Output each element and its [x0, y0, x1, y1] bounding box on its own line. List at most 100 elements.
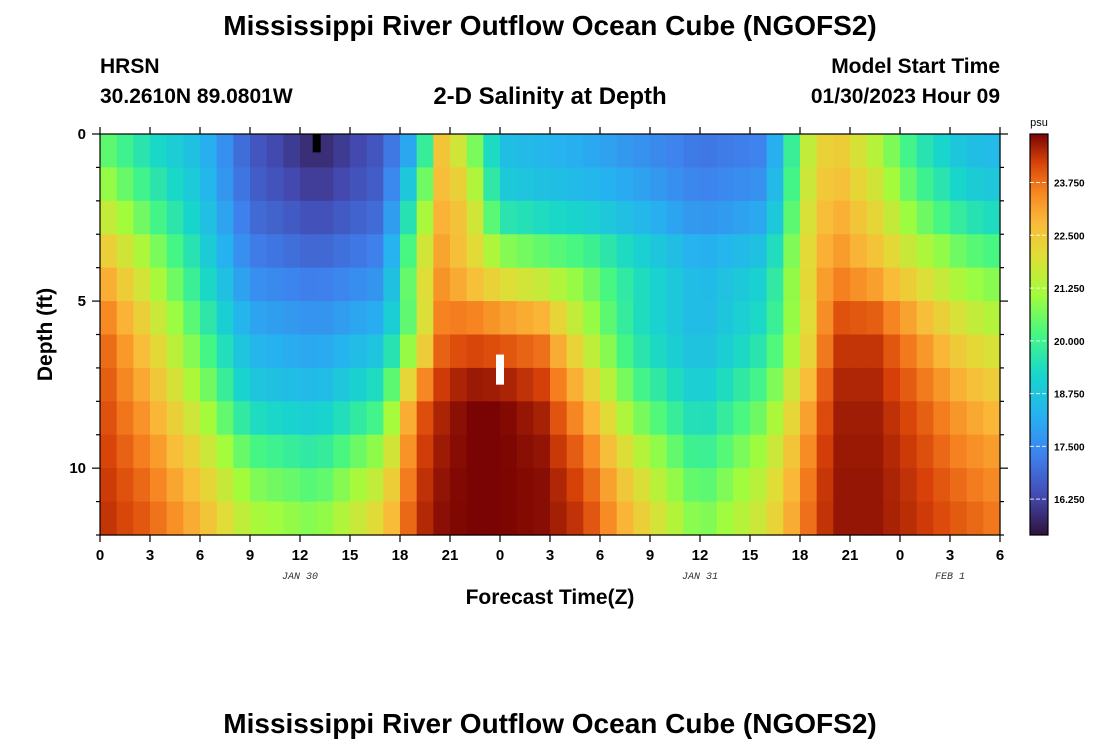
heatmap-cell	[966, 200, 984, 235]
heatmap-cell	[450, 367, 468, 402]
heatmap-cell	[183, 200, 201, 235]
heatmap-cell	[583, 434, 601, 469]
heatmap-cell	[633, 200, 651, 235]
heatmap-cell	[600, 367, 618, 402]
heatmap-cell	[783, 434, 801, 469]
x-tick-label: 12	[692, 547, 709, 564]
heatmap-cell	[500, 468, 518, 503]
heatmap-cell	[750, 501, 768, 536]
heatmap-cell	[100, 468, 118, 503]
heatmap-cell	[233, 267, 251, 302]
heatmap-cell	[366, 301, 384, 336]
heatmap-cell	[650, 234, 668, 269]
heatmap-cell	[283, 167, 301, 202]
heatmap-cell	[500, 200, 518, 235]
heatmap-cell	[466, 267, 484, 302]
heatmap-cell	[116, 334, 134, 369]
heatmap-cell	[566, 301, 584, 336]
heatmap-cell	[300, 167, 318, 202]
heatmap-cell	[616, 301, 634, 336]
heatmap-cell	[233, 401, 251, 436]
heatmap-cell	[183, 367, 201, 402]
heatmap-cell	[950, 434, 968, 469]
heatmap-cell	[750, 301, 768, 336]
heatmap-cell	[150, 301, 168, 336]
heatmap-cell	[516, 468, 534, 503]
heatmap-cell	[133, 134, 151, 169]
heatmap-cell	[600, 267, 618, 302]
heatmap-cell	[416, 134, 434, 169]
heatmap-cell	[800, 167, 818, 202]
heatmap-cell	[350, 468, 368, 503]
heatmap-cell	[400, 501, 418, 536]
heatmap-cell	[550, 334, 568, 369]
heatmap-cell	[150, 234, 168, 269]
heatmap-cell	[633, 334, 651, 369]
heatmap-cell	[166, 301, 184, 336]
heatmap-cell	[766, 501, 784, 536]
heatmap-cell	[900, 434, 918, 469]
heatmap-cell	[816, 334, 834, 369]
heatmap-cell	[583, 234, 601, 269]
heatmap-cell	[216, 334, 234, 369]
heatmap-cell	[283, 367, 301, 402]
heatmap-cells	[100, 134, 1001, 536]
heatmap-cell	[716, 501, 734, 536]
heatmap-cell	[816, 167, 834, 202]
heatmap-cell	[300, 267, 318, 302]
heatmap-cell	[266, 434, 284, 469]
heatmap-cell	[733, 334, 751, 369]
heatmap-cell	[716, 200, 734, 235]
heatmap-cell	[466, 134, 484, 169]
heatmap-cell	[833, 301, 851, 336]
heatmap-cell	[350, 200, 368, 235]
heatmap-cell	[500, 334, 518, 369]
heatmap-cell	[366, 134, 384, 169]
heatmap-cell	[383, 200, 401, 235]
heatmap-cell	[400, 334, 418, 369]
heatmap-cell	[916, 434, 934, 469]
heatmap-cell	[433, 501, 451, 536]
heatmap-cell	[716, 334, 734, 369]
heatmap-cell	[983, 200, 1001, 235]
heatmap-cell	[616, 167, 634, 202]
heatmap-cell	[450, 334, 468, 369]
heatmap-cell	[766, 301, 784, 336]
heatmap-cell	[850, 134, 868, 169]
heatmap-cell	[783, 267, 801, 302]
heatmap-cell	[850, 401, 868, 436]
heatmap-cell	[200, 501, 218, 536]
heatmap-cell	[266, 200, 284, 235]
heatmap-cell	[216, 234, 234, 269]
heatmap-cell	[383, 501, 401, 536]
heatmap-cell	[283, 301, 301, 336]
heatmap-cell	[816, 267, 834, 302]
heatmap-cell	[233, 367, 251, 402]
x-tick-label: 12	[292, 547, 309, 564]
chart-subtitle: 2-D Salinity at Depth	[433, 83, 667, 110]
heatmap-cell	[866, 267, 884, 302]
heatmap-cell	[950, 468, 968, 503]
heatmap-cell	[616, 434, 634, 469]
heatmap-cell	[150, 167, 168, 202]
heatmap-cell	[233, 200, 251, 235]
colorbar-tick-label: 18.750	[1054, 390, 1085, 401]
heatmap-cell	[783, 334, 801, 369]
heatmap-cell	[650, 434, 668, 469]
heatmap-cell	[600, 401, 618, 436]
heatmap-cell	[383, 134, 401, 169]
heatmap-cell	[450, 267, 468, 302]
heatmap-cell	[300, 468, 318, 503]
heatmap-cell	[350, 167, 368, 202]
heatmap-cell	[433, 367, 451, 402]
heatmap-cell	[400, 468, 418, 503]
heatmap-cell	[833, 267, 851, 302]
heatmap-cell	[233, 234, 251, 269]
heatmap-cell	[250, 267, 268, 302]
heatmap-cell	[666, 434, 684, 469]
heatmap-cell	[416, 501, 434, 536]
heatmap-cell	[766, 367, 784, 402]
heatmap-cell	[933, 501, 951, 536]
heatmap-cell	[200, 468, 218, 503]
heatmap-cell	[183, 134, 201, 169]
